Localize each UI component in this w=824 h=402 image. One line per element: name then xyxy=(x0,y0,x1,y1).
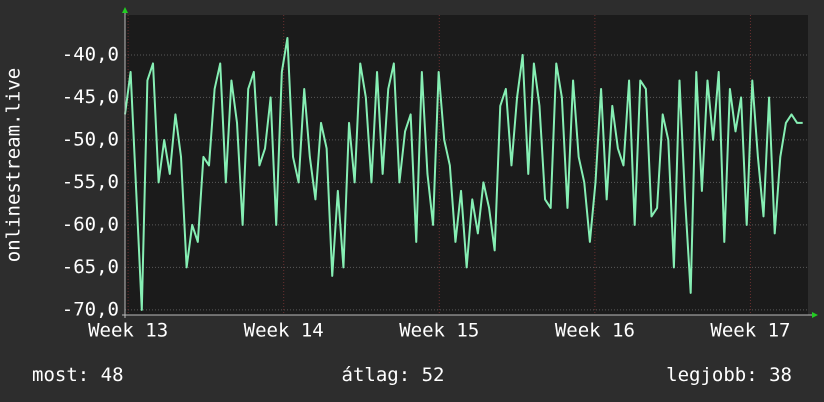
x-tick-label: Week 17 xyxy=(710,320,790,342)
stat: most: 48 xyxy=(32,364,124,386)
stat-value: 48 xyxy=(101,364,124,386)
y-tick-label: -45,0 xyxy=(62,86,119,108)
y-tick-label: -40,0 xyxy=(62,43,119,65)
y-tick-label: -70,0 xyxy=(62,298,119,320)
stat-label: legjobb: xyxy=(666,364,758,386)
stat: legjobb: 38 xyxy=(666,364,792,386)
plot xyxy=(124,36,803,311)
stat: átlag: 52 xyxy=(342,364,445,386)
x-axis-arrow xyxy=(812,312,818,318)
x-tick-label: Week 13 xyxy=(88,320,168,342)
y-tick-label: -55,0 xyxy=(62,171,119,193)
y-axis-label: onlinestream.live xyxy=(3,68,25,262)
y-tick-label: -60,0 xyxy=(62,213,119,235)
y-axis-arrow xyxy=(122,7,128,13)
stat-label: átlag: xyxy=(342,364,411,386)
x-tick-label: Week 15 xyxy=(399,320,479,342)
stat-label: most: xyxy=(32,364,89,386)
data-line xyxy=(124,36,803,311)
y-tick-label: -65,0 xyxy=(62,256,119,278)
stat-value: 52 xyxy=(422,364,445,386)
y-tick-label: -50,0 xyxy=(62,128,119,150)
stat-value: 38 xyxy=(769,364,792,386)
x-tick-label: Week 14 xyxy=(244,320,324,342)
x-tick-label: Week 16 xyxy=(555,320,635,342)
grid xyxy=(125,15,808,315)
